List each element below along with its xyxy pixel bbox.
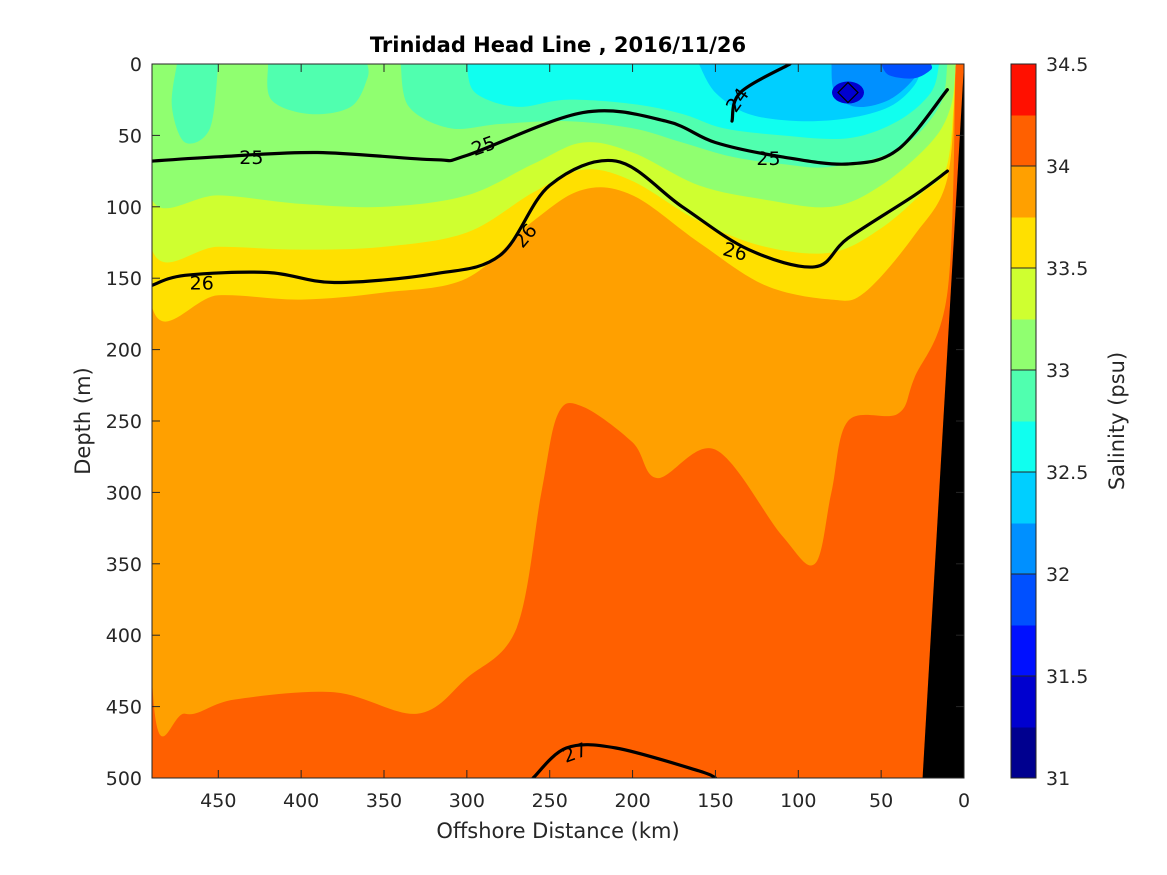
colorbar-label: Salinity (psu) bbox=[1105, 352, 1129, 490]
colorbar-swatch bbox=[1011, 115, 1036, 167]
y-tick-label: 50 bbox=[118, 125, 142, 147]
colorbar-tick-label: 31.5 bbox=[1046, 666, 1088, 688]
salinity-fill bbox=[152, 64, 964, 778]
salinity-band bbox=[267, 64, 369, 115]
colorbar-swatch bbox=[1011, 166, 1036, 218]
y-tick-label: 150 bbox=[106, 268, 142, 290]
core-marker bbox=[837, 81, 859, 104]
contour-label-text: 25 bbox=[756, 148, 780, 170]
x-tick-label: 400 bbox=[283, 790, 319, 812]
y-tick-label: 400 bbox=[106, 625, 142, 647]
colorbar-swatch bbox=[1011, 727, 1036, 779]
colorbar-swatch bbox=[1011, 472, 1036, 524]
x-tick-label: 50 bbox=[869, 790, 893, 812]
low-salinity-core bbox=[832, 81, 864, 104]
contour-label-26: 26 bbox=[190, 273, 214, 295]
density-contour-25 bbox=[152, 88, 949, 166]
colorbar-tick-label: 32.5 bbox=[1046, 462, 1088, 484]
colorbar-tick-label: 34.5 bbox=[1046, 54, 1088, 76]
colorbar-tick-label: 34 bbox=[1046, 156, 1070, 178]
colorbar-swatch bbox=[1011, 217, 1036, 269]
colorbar-swatch bbox=[1011, 523, 1036, 575]
y-tick-label: 300 bbox=[106, 482, 142, 504]
salinity-band bbox=[881, 64, 933, 79]
x-tick-label: 150 bbox=[697, 790, 733, 812]
colorbar-tick-label: 32 bbox=[1046, 564, 1070, 586]
x-tick-label: 450 bbox=[200, 790, 236, 812]
x-tick-label: 100 bbox=[780, 790, 816, 812]
y-tick-label: 200 bbox=[106, 340, 142, 362]
colorbar-swatch bbox=[1011, 676, 1036, 728]
y-axis-label: Depth (m) bbox=[71, 367, 95, 474]
x-axis-label: Offshore Distance (km) bbox=[436, 819, 679, 843]
bottom-topography bbox=[922, 64, 964, 778]
colorbar-swatch bbox=[1011, 370, 1036, 422]
y-tick-label: 450 bbox=[106, 697, 142, 719]
contour-label-25: 25 bbox=[239, 147, 263, 169]
x-tick-label: 250 bbox=[532, 790, 568, 812]
x-axis: 450 400 350 300 250 200 150 100 50 0 bbox=[200, 64, 970, 812]
x-tick-label: 200 bbox=[614, 790, 650, 812]
colorbar-swatch bbox=[1011, 268, 1036, 320]
y-tick-label: 100 bbox=[106, 197, 142, 219]
colorbar-swatch bbox=[1011, 574, 1036, 626]
chart-title: Trinidad Head Line , 2016/11/26 bbox=[370, 33, 746, 57]
colorbar-swatch bbox=[1011, 319, 1036, 371]
y-tick-label: 250 bbox=[106, 411, 142, 433]
colorbar-swatch bbox=[1011, 625, 1036, 677]
density-contour-26 bbox=[152, 158, 949, 287]
colorbar-swatch bbox=[1011, 64, 1036, 116]
colorbar-tick-label: 31 bbox=[1046, 768, 1070, 790]
y-tick-label: 350 bbox=[106, 554, 142, 576]
colorbar-swatch bbox=[1011, 421, 1036, 473]
density-contour-27 bbox=[531, 743, 717, 778]
density-contour-24 bbox=[730, 64, 792, 123]
colorbar-tick-label: 33 bbox=[1046, 360, 1070, 382]
colorbar: 31 31.5 32 32.5 33 33.5 34 34.5 bbox=[1010, 54, 1088, 790]
seafloor-shelf bbox=[922, 64, 964, 778]
contour-label-text: 26 bbox=[190, 273, 214, 295]
y-tick-label: 500 bbox=[106, 768, 142, 790]
y-tick-label: 0 bbox=[130, 54, 142, 76]
x-tick-label: 0 bbox=[958, 790, 970, 812]
contour-label-text: 25 bbox=[239, 147, 263, 169]
x-tick-label: 350 bbox=[366, 790, 402, 812]
x-tick-label: 300 bbox=[449, 790, 485, 812]
y-axis: 0 50 100 150 200 250 300 350 400 450 500 bbox=[106, 54, 964, 790]
contour-label-25: 25 bbox=[756, 148, 780, 170]
salinity-band bbox=[171, 64, 219, 144]
colorbar-tick-label: 33.5 bbox=[1046, 258, 1088, 280]
